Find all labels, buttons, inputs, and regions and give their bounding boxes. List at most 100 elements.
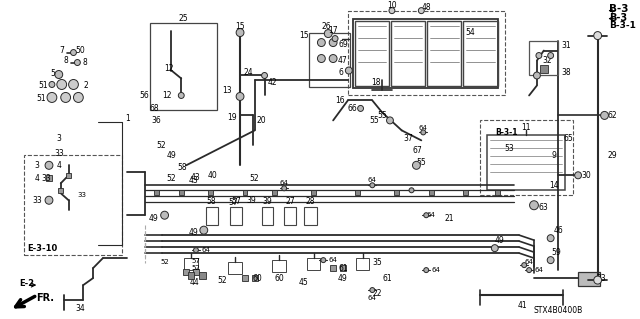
Circle shape [70,49,76,56]
Circle shape [547,256,554,263]
Circle shape [594,276,602,284]
Bar [394,190,399,195]
Text: 26: 26 [321,22,331,31]
Circle shape [547,235,554,242]
Bar [66,173,71,178]
Text: 49: 49 [338,274,348,283]
Text: 54: 54 [465,28,475,37]
Text: 55: 55 [377,111,387,120]
Text: 23: 23 [596,274,607,283]
Bar [308,33,350,87]
Text: 61: 61 [382,274,392,283]
Bar [183,269,189,275]
Circle shape [45,196,53,204]
Bar [495,190,500,195]
Text: 64: 64 [427,212,436,218]
Text: 52: 52 [218,276,227,285]
Text: 57: 57 [191,258,200,264]
Text: 65: 65 [563,134,573,143]
Text: 39: 39 [246,196,256,205]
Bar [355,190,360,195]
Text: STX4B0400B: STX4B0400B [534,306,583,315]
Bar [184,258,198,270]
Bar [205,207,218,225]
Bar [480,120,573,195]
Text: 22: 22 [372,289,382,298]
Text: 8: 8 [63,56,68,65]
Bar [200,271,206,278]
Bar [150,23,216,110]
Circle shape [329,55,337,63]
Text: 59: 59 [552,248,561,257]
Text: 16: 16 [335,96,345,105]
Text: 1: 1 [125,114,130,123]
Circle shape [324,30,332,38]
Circle shape [370,183,375,188]
Text: 64: 64 [525,259,534,265]
Bar [154,190,159,195]
Bar [304,207,317,225]
Text: 15: 15 [299,31,308,40]
Text: 55: 55 [369,116,379,125]
Text: 62: 62 [607,111,617,120]
Text: 57: 57 [228,198,238,207]
Text: 51: 51 [36,94,46,103]
Text: 47: 47 [338,56,348,65]
Circle shape [358,106,364,111]
Circle shape [424,268,429,273]
Text: 14: 14 [548,181,559,190]
Circle shape [321,258,326,263]
Text: 58: 58 [207,197,216,206]
Bar [243,190,248,195]
Text: 64: 64 [368,295,377,301]
Text: 64: 64 [329,257,337,263]
Circle shape [45,161,53,169]
Circle shape [200,226,208,234]
Circle shape [419,8,424,14]
Text: 49: 49 [495,236,504,245]
Text: 27: 27 [285,197,295,206]
Text: 33: 33 [78,192,87,198]
Circle shape [61,93,70,102]
Text: 17: 17 [328,26,338,35]
Circle shape [413,161,420,169]
Bar [262,207,273,225]
Text: 46: 46 [554,226,563,235]
Circle shape [522,263,527,268]
Text: 9: 9 [551,151,556,160]
Circle shape [47,93,57,102]
Text: 21: 21 [444,214,454,223]
Text: 64: 64 [368,177,377,183]
Text: B-3-1: B-3-1 [609,21,636,30]
Text: B-3: B-3 [609,4,629,14]
Text: 12: 12 [164,64,173,73]
Text: 28: 28 [306,197,316,206]
Bar [46,175,52,181]
Text: 56: 56 [139,91,149,100]
Text: 15: 15 [236,22,245,31]
Bar [429,190,433,195]
Circle shape [600,111,609,119]
Text: 34: 34 [76,303,85,313]
Text: 10: 10 [387,1,397,10]
Bar [208,190,213,195]
Text: 58: 58 [177,163,187,172]
Circle shape [193,248,198,253]
Circle shape [57,79,67,89]
Bar [463,190,468,195]
Text: 67: 67 [413,146,422,155]
Text: 3: 3 [56,134,61,143]
Text: 37: 37 [404,134,413,143]
Circle shape [74,60,81,65]
Text: 44: 44 [189,278,199,286]
Text: 19: 19 [227,113,237,122]
Text: 55: 55 [417,158,426,167]
Circle shape [262,72,268,78]
Text: 32: 32 [542,56,552,65]
Circle shape [74,93,83,102]
Text: 52: 52 [157,141,166,150]
Text: 41: 41 [517,300,527,309]
Circle shape [236,93,244,100]
Text: 48: 48 [421,3,431,12]
Bar [311,190,316,195]
